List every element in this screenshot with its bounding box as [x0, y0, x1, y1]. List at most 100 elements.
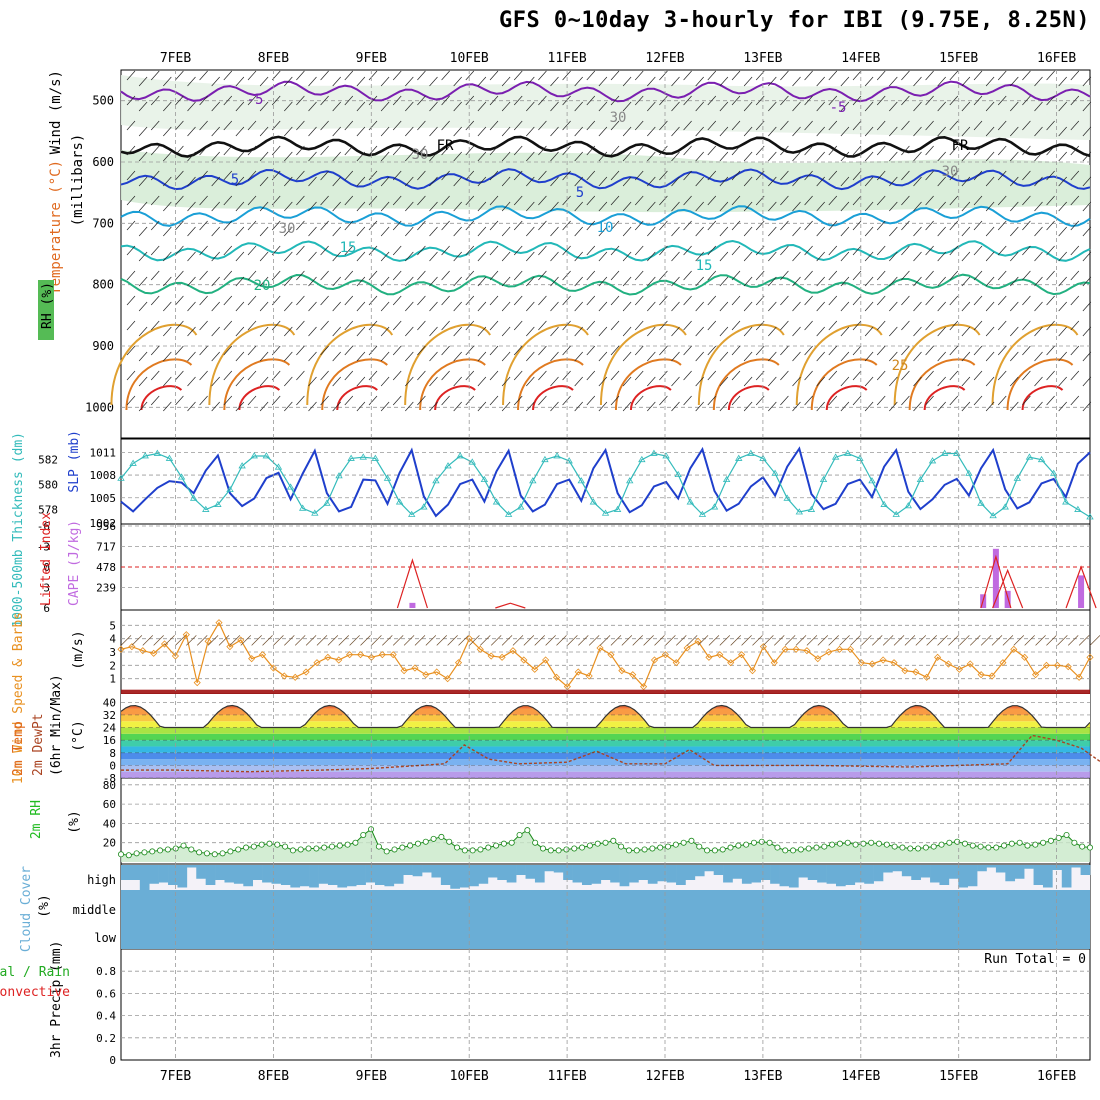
wind10-point	[999, 659, 1007, 667]
isotherm-5	[120, 168, 1091, 191]
cloud-high-bar	[591, 865, 602, 884]
wind-barb	[913, 201, 922, 212]
wind10-point	[814, 655, 822, 663]
wind-barb	[259, 226, 269, 237]
wind-barb	[320, 395, 329, 406]
wind-barb	[1022, 145, 1031, 156]
wind-barb	[138, 76, 148, 87]
wind10-point	[694, 637, 702, 645]
rh-point	[782, 847, 789, 854]
wind10-point	[1010, 645, 1018, 653]
wind-barb	[634, 345, 644, 356]
temp-color-band	[121, 740, 1090, 747]
wind-barb	[296, 170, 305, 181]
wind-barb	[453, 151, 462, 162]
cloud-high-bar	[600, 865, 611, 880]
wind-barb	[816, 226, 825, 237]
wind10-point	[596, 644, 604, 652]
wind-barb	[852, 170, 862, 181]
cloud-high-bar	[139, 865, 150, 890]
wind-barb	[501, 301, 511, 312]
wind-barb	[889, 151, 898, 162]
wind-barb	[284, 376, 293, 387]
rh-point	[899, 844, 906, 851]
wind-barb	[876, 145, 886, 156]
isotherm-35-loop	[238, 385, 281, 411]
cloud-high-bar	[751, 865, 762, 883]
date-label-top: 11FEB	[548, 51, 587, 66]
wind10-barb	[229, 635, 241, 646]
wind-barb	[175, 120, 184, 131]
wind10-point	[128, 643, 136, 651]
wind-barb	[1022, 320, 1031, 331]
wind-barb	[368, 295, 378, 306]
wind-barb	[332, 226, 341, 237]
wind-barb	[634, 120, 644, 131]
wind-barb	[441, 120, 450, 131]
wind10-barb	[893, 635, 905, 646]
wind-barb	[876, 120, 886, 131]
rh-tick-label: 60	[103, 798, 116, 811]
rh-point	[891, 843, 898, 850]
wind-barb	[1046, 120, 1055, 131]
wind-barb	[828, 95, 838, 106]
date-label-top: 7FEB	[160, 51, 191, 66]
wind-barb	[392, 170, 402, 181]
cloud-high-bar	[205, 865, 216, 885]
wind-barb	[840, 251, 850, 262]
wind-barb	[634, 395, 644, 406]
wind-barb	[526, 226, 535, 237]
wind-barb	[925, 70, 934, 81]
wind-barb	[889, 276, 898, 287]
wind-barb	[864, 76, 874, 87]
rh-point	[625, 847, 632, 854]
wind-tick-label: 4	[109, 633, 116, 646]
rh-point	[883, 841, 890, 848]
isotherm-25-loop	[893, 323, 981, 406]
wind-barb	[876, 345, 886, 356]
wind-barb	[925, 370, 934, 381]
wind-barb	[586, 195, 596, 206]
wind-barb	[562, 295, 571, 306]
wind-barb	[852, 270, 862, 281]
cloud-high-bar	[958, 865, 968, 888]
wind-barb	[792, 401, 801, 412]
wind-barb	[538, 120, 547, 131]
wind-barb	[344, 245, 354, 256]
wind-barb	[574, 401, 583, 412]
contour-label: FR	[437, 138, 454, 154]
wind-barb	[1082, 151, 1092, 162]
wind-barb	[513, 320, 523, 331]
wind-barb	[332, 201, 341, 212]
wind-barb	[683, 395, 692, 406]
thickness-point	[311, 509, 319, 516]
wind-barb	[284, 351, 293, 362]
wind-barb	[344, 220, 354, 231]
wind-barb	[1046, 345, 1055, 356]
wind-barb	[211, 76, 220, 87]
wind-barb	[501, 226, 511, 237]
date-label-top: 13FEB	[743, 51, 782, 66]
wind-barb	[296, 270, 305, 281]
cloud-high-bar	[770, 865, 780, 884]
wind10-point	[955, 665, 963, 673]
wind-barb	[1010, 151, 1019, 162]
wind-barb	[719, 101, 729, 112]
wind-barb	[150, 295, 160, 306]
wind-barb	[973, 120, 983, 131]
wind-barb	[598, 151, 608, 162]
wind-barb	[659, 120, 668, 131]
cloud-high-bar	[186, 865, 197, 868]
wind-barb	[671, 326, 680, 337]
thickness-point	[153, 449, 162, 456]
wind-barb	[138, 276, 148, 287]
wind-barb	[199, 295, 208, 306]
rh-point	[821, 843, 828, 850]
wind-barb	[937, 301, 946, 312]
cloud-high-bar	[713, 865, 724, 875]
thickness-point	[504, 510, 513, 517]
wind-barb	[804, 245, 813, 256]
rh-point	[665, 843, 672, 850]
wind-barb	[223, 120, 233, 131]
contour-label: -5	[830, 100, 847, 116]
